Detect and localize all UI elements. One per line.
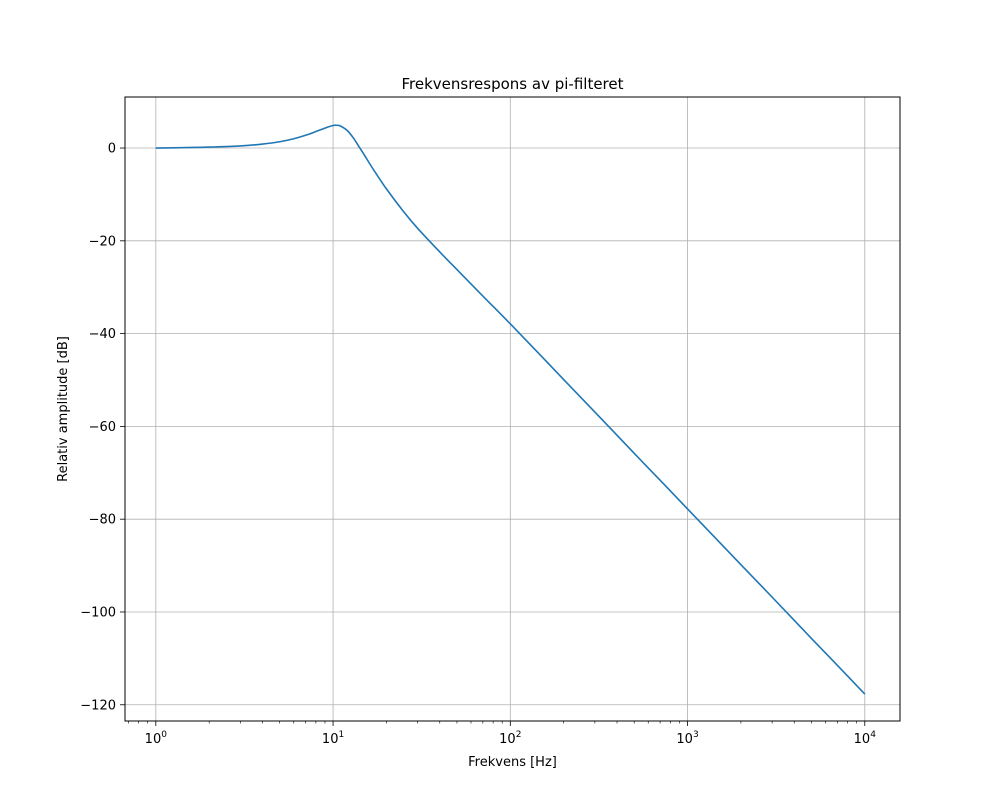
y-tick-labels: 0 −20 −40 −60 −80 −100 −120 — [80, 142, 116, 714]
x-tick-label: 100 — [145, 730, 168, 747]
x-axis-label: Frekvens [Hz] — [468, 755, 557, 770]
x-tick-labels: 100 101 102 103 104 — [145, 730, 877, 747]
x-tick-label: 103 — [676, 730, 698, 747]
y-axis-label: Relativ amplitude [dB] — [56, 336, 71, 482]
x-tick-label-exponent: 2 — [516, 730, 522, 740]
x-tick-label-base: 10 — [145, 732, 162, 747]
x-tick-label-base: 10 — [676, 732, 693, 747]
chart-title: Frekvensrespons av pi-filteret — [402, 75, 624, 93]
grid — [125, 97, 900, 721]
y-tick-label: −20 — [89, 234, 116, 249]
y-tick-label: 0 — [108, 142, 116, 157]
major-ticks — [120, 147, 866, 726]
x-tick-label-exponent: 4 — [870, 730, 876, 740]
y-tick-label: −60 — [89, 420, 116, 435]
x-tick-label: 102 — [499, 730, 521, 747]
x-tick-label-exponent: 0 — [161, 730, 167, 740]
x-tick-label-exponent: 3 — [693, 730, 699, 740]
x-tick-label: 101 — [322, 730, 344, 747]
y-tick-label: −80 — [89, 513, 116, 528]
series-layer — [155, 124, 866, 695]
y-tick-label: −40 — [89, 327, 116, 342]
x-tick-label-base: 10 — [854, 732, 871, 747]
x-tick-label-base: 10 — [499, 732, 516, 747]
x-tick-label-base: 10 — [322, 732, 339, 747]
plot-frame — [124, 96, 901, 722]
x-tick-label-exponent: 1 — [338, 730, 344, 740]
y-tick-label: −100 — [80, 605, 116, 620]
minor-ticks — [128, 721, 857, 724]
series-line — [155, 124, 866, 695]
x-tick-label: 104 — [854, 730, 877, 747]
y-tick-label: −120 — [80, 698, 116, 713]
